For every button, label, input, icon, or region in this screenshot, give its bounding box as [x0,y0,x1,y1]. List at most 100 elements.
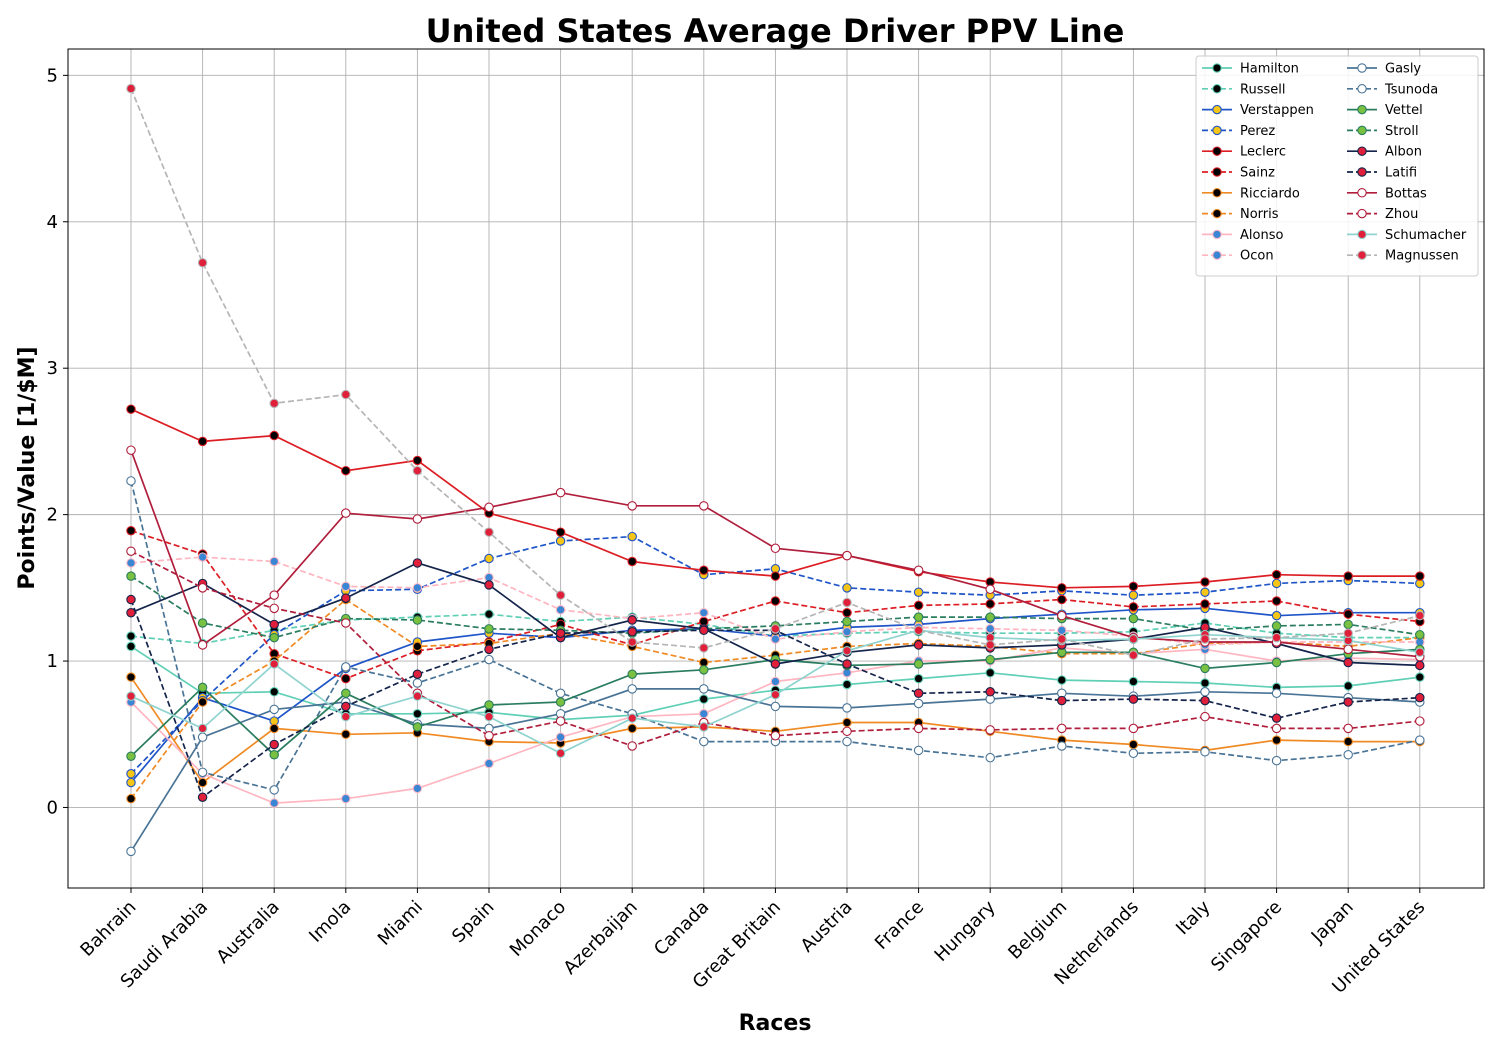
data-point-magnussen [1343,628,1353,638]
data-point-bottas [484,502,494,513]
data-point-ricciardo [341,729,351,740]
data-point-tsunoda [913,745,924,756]
data-point-gasly [913,698,924,709]
data-point-leclerc [1057,583,1067,593]
data-point-magnussen [126,83,136,94]
data-point-russell [484,609,494,619]
data-point-ocon [770,634,781,644]
data-point-hamilton [985,668,995,678]
data-point-sainz [126,525,136,536]
data-point-sainz [1128,602,1139,612]
data-point-ocon [555,605,566,615]
data-point-zhou [1200,711,1210,722]
y-tick-label: 0 [47,797,58,818]
data-point-zhou [627,741,637,751]
data-point-hamilton [1415,672,1425,682]
data-point-bottas [341,508,351,518]
data-point-magnussen [1415,610,1425,621]
data-point-latifi [197,792,208,802]
data-point-sainz [1057,594,1067,605]
x-tick-label: France [871,897,928,954]
data-point-tsunoda [1271,755,1282,766]
data-point-schumacher [197,723,208,734]
data-point-albon [341,593,351,603]
data-point-magnussen [484,527,494,537]
data-point-hamilton [913,673,924,684]
legend-label-zhou: Zhou [1385,207,1418,222]
data-point-magnussen [627,637,637,647]
data-point-hamilton [412,709,423,719]
data-point-gasly [842,703,852,713]
series-tsunoda [126,476,1425,795]
data-point-tsunoda [985,752,995,763]
legend-swatch-marker-ricciardo [1212,188,1222,198]
data-point-latifi [555,628,566,638]
legend-label-verstappen: Verstappen [1240,103,1314,118]
data-point-tsunoda [1200,747,1210,757]
legend-swatch-marker-stroll [1357,125,1367,136]
x-tick-label: Monaco [506,897,570,961]
data-point-ricciardo [269,723,279,734]
data-point-gasly [1200,687,1210,697]
data-point-vettel [913,659,924,669]
data-point-schumacher [126,691,136,701]
data-point-schumacher [269,659,279,669]
legend-swatch-marker-sainz [1212,167,1222,177]
data-point-gasly [269,704,279,715]
legend-swatch-marker-ocon [1212,250,1222,260]
data-point-ricciardo [1343,736,1353,747]
legend-label-gasly: Gasly [1385,62,1421,77]
x-tick-label: Spain [448,897,498,947]
data-point-hamilton [269,687,279,697]
x-tick-label: Hungary [931,896,1000,965]
data-point-bottas [770,543,781,554]
data-point-stroll [197,618,208,628]
x-tick-label: Canada [650,897,713,960]
data-point-stroll [913,612,924,622]
legend-swatch-marker-vettel [1357,104,1367,115]
data-point-magnussen [770,624,781,634]
y-axis-ticks: 0 1 2 3 4 5 [47,65,68,818]
data-point-sainz [1343,609,1353,619]
data-point-perez [555,536,566,546]
data-point-ocon [197,552,208,562]
data-point-gasly [627,684,637,694]
data-point-schumacher [412,691,423,701]
data-point-vettel [1271,657,1282,668]
y-axis-label: Points/Value [1/$M] [15,346,40,589]
data-point-leclerc [269,430,279,441]
data-point-schumacher [484,711,494,722]
data-point-tsunoda [555,688,566,699]
data-point-tsunoda [1128,748,1139,759]
data-point-perez [627,531,637,542]
x-tick-label: Bahrain [76,897,140,961]
y-tick-label: 4 [47,212,58,233]
legend-swatch-marker-perez [1212,125,1222,136]
legend-label-tsunoda: Tsunoda [1384,82,1438,97]
data-point-sainz [341,673,351,684]
data-point-latifi [1415,692,1425,703]
data-point-schumacher [1128,634,1139,644]
data-point-stroll [1415,629,1425,640]
data-point-alonso [484,758,494,769]
data-point-zhou [555,716,566,726]
data-point-bottas [412,514,423,524]
data-point-magnussen [197,258,208,268]
legend-label-ocon: Ocon [1240,249,1274,264]
data-point-sainz [842,607,852,618]
data-point-vettel [555,697,566,707]
data-point-magnussen [699,643,709,653]
data-point-stroll [1343,619,1353,630]
x-axis-label: Races [739,1011,812,1036]
data-point-vettel [269,750,279,760]
data-point-latifi [484,644,494,655]
data-point-zhou [484,730,494,741]
legend-swatch-marker-gasly [1357,63,1367,73]
legend-label-hamilton: Hamilton [1240,62,1299,77]
legend-label-ricciardo: Ricciardo [1240,186,1300,201]
data-point-vettel [484,700,494,710]
data-point-bottas [842,550,852,561]
data-point-bottas [627,501,637,511]
data-point-bottas [985,584,995,595]
